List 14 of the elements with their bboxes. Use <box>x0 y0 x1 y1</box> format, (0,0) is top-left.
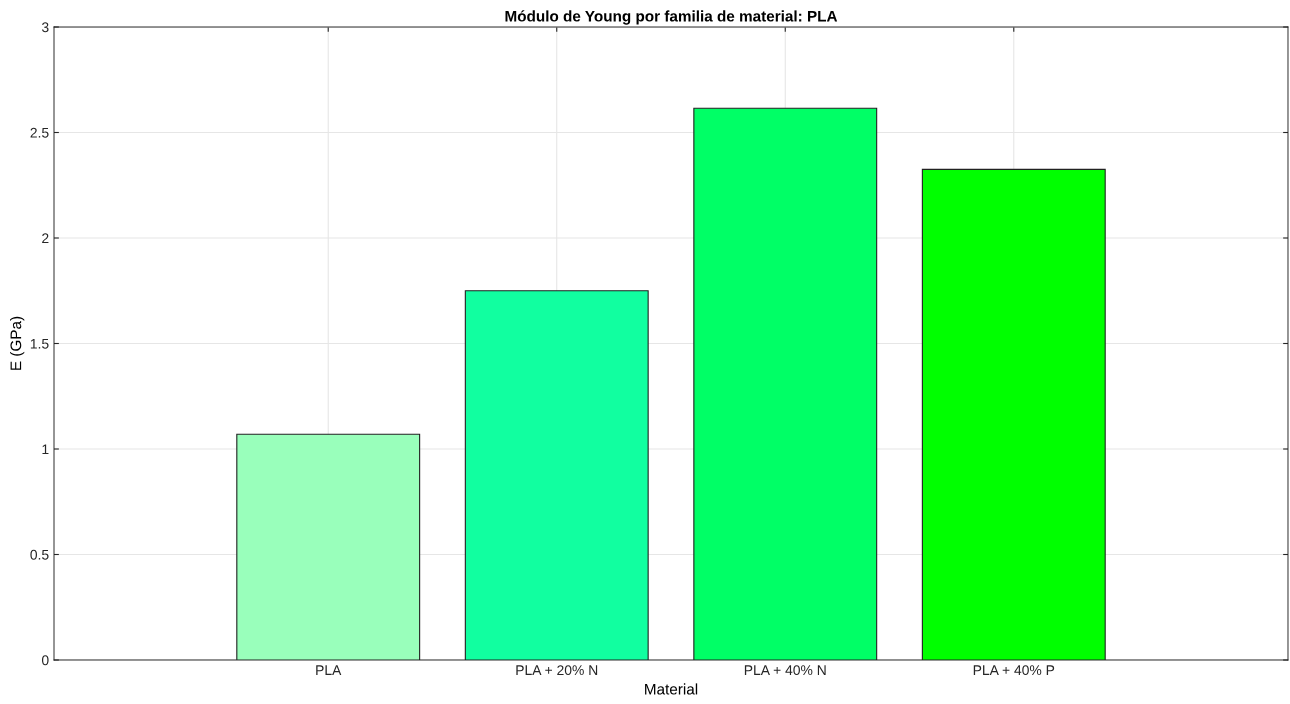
x-tick-label: PLA <box>316 665 342 675</box>
chart-title: Módulo de Young por familia de material: PLA <box>505 10 838 25</box>
x-tick-label: PLA + 40% N <box>744 665 826 676</box>
y-tick-label: 1 <box>42 444 49 455</box>
y-tick-label: 0 <box>41 655 49 666</box>
x-tick-label: PLA + 20% N <box>516 665 598 676</box>
y-axis-title: E (GPa) <box>10 316 25 370</box>
y-tick-label: 0.5 <box>30 549 49 560</box>
x-axis-title: Material <box>645 683 698 695</box>
y-tick-label: 2.5 <box>30 127 49 138</box>
y-tick-label: 2 <box>42 233 49 244</box>
y-tick-label: 3 <box>41 22 49 33</box>
x-tick-label: PLA + 40% P <box>973 665 1055 676</box>
y-tick-label: 1.5 <box>30 338 49 349</box>
